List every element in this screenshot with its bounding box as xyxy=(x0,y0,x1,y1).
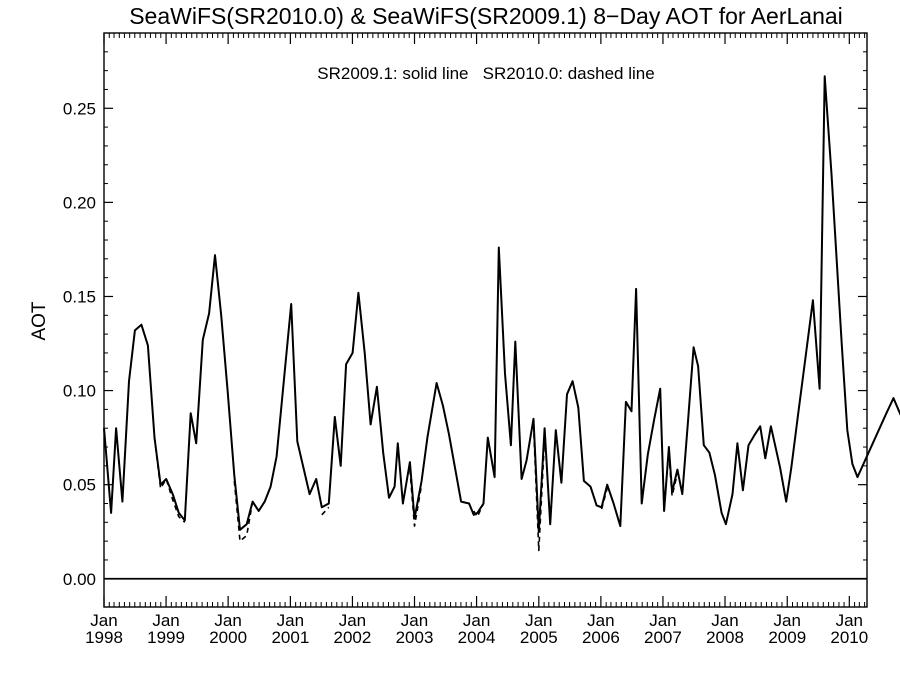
x-tick-label-year: 2005 xyxy=(520,628,558,647)
x-tick-label-year: 2008 xyxy=(706,628,744,647)
x-tick-label-year: 2002 xyxy=(334,628,372,647)
x-tick-label-month: Jan xyxy=(836,611,863,630)
x-tick-label-year: 2001 xyxy=(271,628,309,647)
x-tick-label-month: Jan xyxy=(587,611,614,630)
x-tick-label-year: 2010 xyxy=(830,628,868,647)
x-tick-label-year: 2007 xyxy=(644,628,682,647)
x-tick-label-month: Jan xyxy=(401,611,428,630)
y-axis-label: AOT xyxy=(29,301,50,340)
x-tick-label-year: 2000 xyxy=(209,628,247,647)
x-tick-label-year: 2004 xyxy=(458,628,496,647)
x-tick-label-month: Jan xyxy=(339,611,366,630)
plot-frame xyxy=(103,32,868,608)
x-tick-label-month: Jan xyxy=(152,611,179,630)
x-tick-label-year: 1999 xyxy=(147,628,185,647)
series-line-solid xyxy=(103,75,900,533)
series-line-dashed xyxy=(321,506,330,516)
x-tick-label-year: 1998 xyxy=(85,628,123,647)
series-line-dashed xyxy=(153,437,186,523)
x-tick-label-month: Jan xyxy=(463,611,490,630)
y-tick-label: 0.05 xyxy=(63,476,96,495)
x-tick-label-year: 2009 xyxy=(768,628,806,647)
x-tick-label-month: Jan xyxy=(525,611,552,630)
x-tick-label-year: 2006 xyxy=(582,628,620,647)
chart-title: SeaWiFS(SR2010.0) & SeaWiFS(SR2009.1) 8−… xyxy=(129,3,843,29)
x-tick-label-month: Jan xyxy=(214,611,241,630)
x-tick-label-month: Jan xyxy=(90,611,117,630)
x-tick-label-month: Jan xyxy=(774,611,801,630)
y-tick-label: 0.25 xyxy=(63,99,96,118)
y-tick-label: 0.20 xyxy=(63,193,96,212)
series-line-dashed xyxy=(473,503,485,518)
y-tick-label: 0.10 xyxy=(63,382,96,401)
x-tick-label-month: Jan xyxy=(277,611,304,630)
series-layer xyxy=(103,75,900,552)
series-legend-annotation: SR2009.1: solid line SR2010.0: dashed li… xyxy=(317,64,654,83)
axes: 0.000.050.100.150.200.25Jan1998Jan1999Ja… xyxy=(63,33,868,647)
x-tick-label-year: 2003 xyxy=(396,628,434,647)
x-tick-label-month: Jan xyxy=(649,611,676,630)
y-tick-label: 0.00 xyxy=(63,570,96,589)
x-tick-label-month: Jan xyxy=(711,611,738,630)
y-tick-label: 0.15 xyxy=(63,287,96,306)
